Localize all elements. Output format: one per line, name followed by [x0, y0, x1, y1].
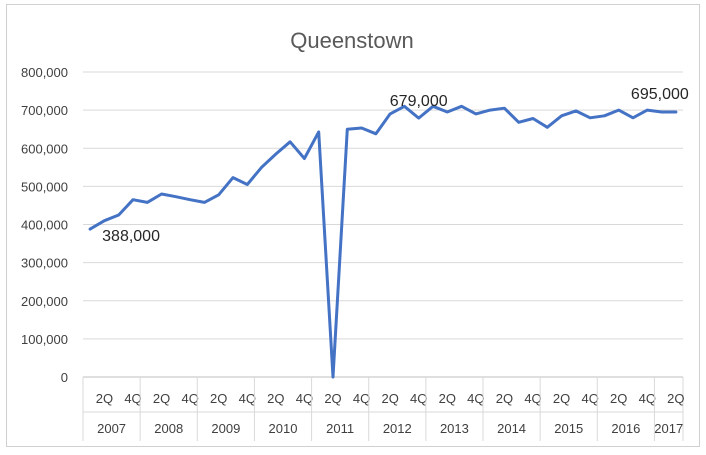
x-year-label: 2007	[97, 421, 126, 436]
y-tick-label: 600,000	[21, 141, 68, 156]
x-year-label: 2008	[154, 421, 183, 436]
y-tick-label: 0	[61, 370, 68, 385]
x-quarter-label: 4Q	[296, 391, 313, 406]
x-year-label: 2016	[611, 421, 640, 436]
x-quarter-label: 4Q	[581, 391, 598, 406]
chart-frame	[6, 4, 700, 447]
x-year-label: 2015	[554, 421, 583, 436]
gridlines	[83, 71, 683, 340]
x-quarter-label: 4Q	[353, 391, 370, 406]
x-year-label: 2009	[211, 421, 240, 436]
y-tick-label: 100,000	[21, 332, 68, 347]
x-year-label: 2014	[497, 421, 526, 436]
x-year-label: 2013	[440, 421, 469, 436]
y-axis-ticks: 0 100,000 200,000 300,000 400,000 500,000 600,…	[21, 65, 68, 385]
x-quarter-label: 4Q	[410, 391, 427, 406]
x-quarter-label: 4Q	[467, 391, 484, 406]
x-quarter-label: 2Q	[439, 391, 456, 406]
y-tick-label: 800,000	[21, 65, 68, 80]
data-label: 388,000	[102, 228, 160, 245]
x-year-label: 2012	[383, 421, 412, 436]
y-tick-label: 200,000	[21, 294, 68, 309]
x-quarter-label: 2Q	[96, 391, 113, 406]
x-quarter-label: 2Q	[153, 391, 170, 406]
x-axis: 2Q 4Q 2Q 4Q 2Q 4Q 2Q 4Q 2Q 4Q 2Q 4Q 2Q 4Q 2Q 4Q 2Q 4Q 2Q 4Q…	[82, 376, 685, 441]
y-tick-label: 700,000	[21, 103, 68, 118]
x-year-label: 2017	[654, 421, 683, 436]
chart-title: Queenstown	[290, 28, 414, 53]
x-year-label: 2010	[269, 421, 298, 436]
x-quarter-label: 2Q	[324, 391, 341, 406]
x-quarter-label: 4Q	[124, 391, 141, 406]
x-quarter-label: 4Q	[181, 391, 198, 406]
annotations: 388,000 679,000 695,000	[102, 86, 689, 245]
x-quarter-label: 2Q	[667, 391, 684, 406]
y-tick-label: 500,000	[21, 179, 68, 194]
x-quarter-label: 2Q	[610, 391, 627, 406]
x-year-label: 2011	[326, 421, 354, 436]
x-quarter-label: 4Q	[239, 391, 256, 406]
y-tick-label: 400,000	[21, 218, 68, 233]
x-quarter-label: 2Q	[267, 391, 284, 406]
x-quarter-label: 4Q	[524, 391, 541, 406]
data-label: 695,000	[631, 86, 689, 103]
series-group	[88, 104, 678, 379]
series-line	[88, 104, 678, 379]
x-quarter-label: 2Q	[496, 391, 513, 406]
data-label: 679,000	[390, 93, 448, 110]
x-quarter-label: 2Q	[553, 391, 570, 406]
x-quarter-label: 2Q	[210, 391, 227, 406]
x-quarter-label: 4Q	[639, 391, 656, 406]
y-tick-label: 300,000	[21, 256, 68, 271]
x-quarter-label: 2Q	[381, 391, 398, 406]
